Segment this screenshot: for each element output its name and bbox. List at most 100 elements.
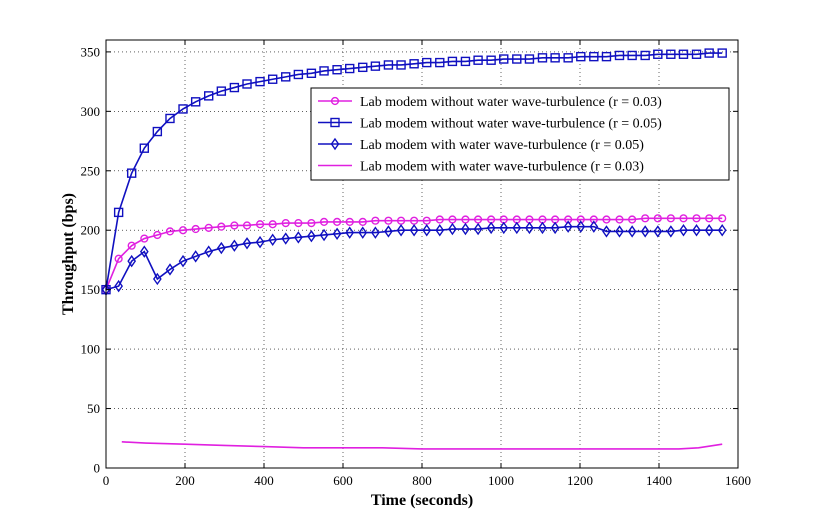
series-line [105, 52, 723, 290]
data-point [293, 69, 304, 80]
data-point [666, 49, 676, 59]
data-point [486, 55, 496, 65]
data-point [281, 218, 290, 228]
data-point [384, 225, 393, 238]
data-point [319, 66, 329, 76]
data-point [602, 215, 611, 224]
x-tick-label: 1400 [646, 473, 672, 488]
data-point [589, 215, 598, 224]
data-point [601, 51, 612, 62]
x-tick-label: 400 [254, 473, 274, 488]
data-point [114, 254, 123, 263]
data-point [435, 215, 444, 224]
data-point [178, 254, 188, 268]
data-point [255, 220, 265, 229]
data-point [294, 231, 303, 244]
data-point [718, 214, 727, 223]
data-point [692, 224, 701, 237]
data-point [294, 218, 303, 228]
data-point [319, 217, 329, 227]
data-point [704, 224, 714, 237]
y-tick-label: 100 [81, 342, 101, 357]
data-point [447, 56, 458, 67]
data-point [190, 97, 201, 107]
data-point [332, 217, 342, 227]
data-point [563, 220, 573, 233]
y-tick-label: 150 [81, 282, 101, 297]
data-point [499, 221, 509, 235]
data-point [203, 91, 214, 101]
data-point [422, 224, 432, 237]
data-point [653, 49, 663, 59]
data-point [242, 79, 252, 89]
data-point [255, 235, 265, 249]
data-point [486, 221, 496, 235]
data-point [499, 54, 509, 64]
data-point [717, 224, 727, 237]
data-point [538, 221, 547, 235]
x-tick-label: 200 [175, 473, 195, 488]
data-point [345, 226, 355, 239]
data-point [307, 229, 316, 243]
data-point [679, 224, 688, 237]
series-1 [101, 214, 727, 294]
legend-label: Lab modem with water wave-turbulence (r … [360, 160, 644, 175]
data-point [461, 222, 470, 236]
data-point [550, 221, 560, 235]
data-point [524, 54, 535, 64]
data-point [139, 245, 149, 258]
data-point [692, 214, 701, 223]
data-point [358, 217, 367, 227]
data-point [717, 48, 727, 58]
data-point [152, 272, 162, 286]
data-point [242, 237, 252, 250]
y-tick-label: 200 [81, 223, 101, 238]
data-point [165, 263, 175, 276]
data-point [615, 215, 624, 224]
data-point [204, 223, 213, 232]
data-point [550, 53, 560, 63]
data-point [691, 49, 702, 59]
data-point [165, 227, 175, 236]
legend: Lab modem without water wave-turbulence … [310, 87, 730, 181]
series-2 [101, 48, 727, 295]
legend-label: Lab modem without water wave-turbulence … [360, 95, 662, 110]
data-point [216, 86, 227, 96]
data-point [126, 168, 137, 178]
y-tick-label: 300 [81, 104, 101, 119]
legend-marker [330, 117, 340, 128]
data-point [460, 56, 471, 67]
data-point [345, 217, 354, 227]
data-point [473, 222, 483, 236]
data-point [332, 227, 342, 241]
data-point [383, 60, 394, 70]
series-3 [101, 220, 727, 296]
series-line [105, 225, 723, 291]
x-tick-label: 800 [412, 473, 432, 488]
data-point [152, 126, 163, 137]
data-point [140, 234, 149, 243]
data-point [640, 225, 650, 238]
data-point [204, 245, 214, 258]
data-point [641, 214, 650, 223]
data-point [705, 214, 714, 223]
legend-marker [330, 137, 340, 151]
series-line [105, 217, 723, 290]
data-point [435, 57, 445, 68]
data-point [666, 214, 675, 223]
data-point [653, 225, 663, 238]
y-tick-label: 250 [81, 163, 101, 178]
data-point [281, 72, 291, 82]
data-point [371, 216, 380, 225]
x-tick-label: 1200 [567, 473, 593, 488]
data-point [704, 48, 714, 58]
data-point [627, 50, 637, 61]
data-point [564, 215, 573, 224]
data-point [306, 68, 317, 78]
data-point [576, 51, 586, 62]
data-point [525, 221, 534, 235]
data-point [679, 214, 688, 223]
data-point [537, 53, 548, 63]
data-point [627, 225, 637, 238]
x-tick-label: 1000 [488, 473, 514, 488]
